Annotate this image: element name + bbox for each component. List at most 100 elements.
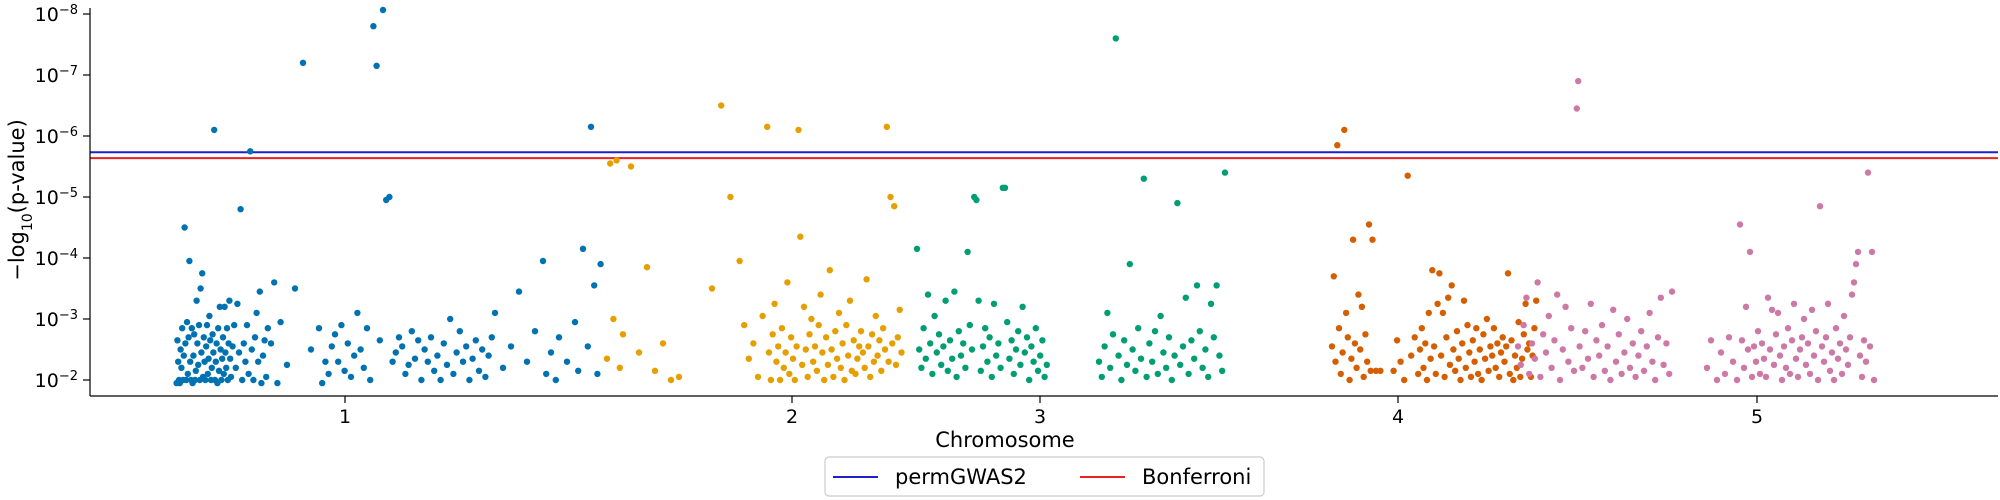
snp-point [1816, 203, 1824, 210]
snp-point [1123, 361, 1131, 368]
snp-point [263, 373, 270, 381]
snp-point [1365, 221, 1373, 228]
snp-point [635, 349, 643, 356]
snp-point [218, 376, 225, 384]
snp-point [209, 331, 216, 338]
snp-point [1654, 334, 1662, 341]
snp-point [1862, 358, 1870, 365]
snp-point [1163, 364, 1170, 371]
snp-point [1362, 331, 1369, 338]
snp-point [826, 267, 833, 274]
snp-point [1420, 364, 1427, 371]
snp-point [1423, 376, 1431, 384]
snp-point [776, 376, 784, 384]
snp-point [1026, 376, 1033, 384]
snp-point [1467, 373, 1475, 381]
snp-point [1766, 346, 1774, 353]
snp-point [1341, 126, 1348, 134]
snp-point [1570, 367, 1578, 374]
snp-point [1337, 370, 1345, 378]
snp-point [1335, 325, 1343, 332]
snp-point [1846, 334, 1854, 341]
snp-point [832, 328, 839, 335]
snp-point [194, 340, 201, 347]
x-tick-label: 4 [1392, 406, 1404, 428]
snp-point [1415, 370, 1422, 378]
snp-point [800, 303, 808, 310]
snp-point [204, 370, 211, 378]
y-axis-label: −log10(p-value) [5, 119, 36, 281]
snp-point [1756, 370, 1764, 378]
y-tick-label: 10−4 [35, 247, 78, 271]
snp-point [986, 334, 993, 341]
snp-point [872, 312, 879, 320]
snp-point [867, 373, 874, 381]
snp-point [1466, 349, 1473, 356]
snp-point [1828, 349, 1836, 356]
snp-point [835, 309, 843, 317]
snp-point [223, 364, 230, 371]
snp-point [1434, 300, 1441, 307]
snp-point [1598, 321, 1606, 329]
snp-point [1742, 303, 1750, 310]
snp-point [1790, 300, 1798, 307]
snp-point [1501, 358, 1508, 365]
snp-point [659, 340, 667, 347]
snp-point [854, 355, 861, 362]
snp-point [210, 349, 217, 356]
snp-point [434, 352, 441, 359]
snp-point [1473, 325, 1480, 332]
snp-point [331, 331, 339, 338]
snp-point [1481, 355, 1489, 362]
snp-point [1640, 367, 1648, 374]
snp-point [198, 349, 205, 356]
snp-point [1776, 352, 1784, 359]
snp-point [1401, 376, 1408, 384]
snp-point [1193, 282, 1201, 289]
snp-point [479, 346, 486, 353]
snp-point [1342, 309, 1350, 317]
y-axis-ticks: 10−8 10−7 10−6 10−5 10−4 10−3 10−2 [35, 3, 90, 392]
snp-point [1439, 309, 1447, 317]
snp-point [1528, 340, 1536, 347]
snp-point [1746, 248, 1754, 256]
snp-point [830, 373, 837, 381]
snp-point [1476, 346, 1484, 353]
snp-point [1483, 315, 1491, 323]
snp-point [927, 340, 934, 347]
snp-point [1612, 358, 1620, 365]
snp-point [379, 6, 387, 14]
snp-point [191, 376, 199, 384]
snp-point [1432, 370, 1440, 378]
snp-point [213, 340, 220, 347]
snp-point [200, 334, 207, 341]
snp-point [1652, 376, 1659, 384]
snp-point [1798, 334, 1806, 341]
snp-point [627, 163, 635, 170]
snp-point [1339, 349, 1346, 356]
snp-point [217, 346, 224, 353]
snp-point [453, 349, 460, 356]
snp-point [203, 321, 211, 329]
snp-point [1425, 309, 1433, 317]
snp-point [857, 328, 865, 335]
snp-point [1840, 312, 1848, 320]
snp-point [1822, 334, 1830, 341]
snp-point [1330, 273, 1338, 280]
snp-point [1109, 331, 1117, 338]
snp-point [865, 343, 872, 350]
snp-point [347, 373, 355, 381]
snp-point [1808, 306, 1816, 313]
snp-point [1480, 331, 1487, 338]
snp-point [499, 364, 507, 371]
snp-point [1721, 370, 1729, 378]
snp-point [1850, 279, 1858, 286]
snp-point [539, 257, 547, 265]
snp-point [1353, 364, 1360, 371]
snp-point [619, 331, 627, 338]
snp-point [808, 315, 815, 323]
snp-point [1427, 355, 1434, 362]
snp-point [929, 370, 936, 378]
snp-point [951, 288, 958, 295]
